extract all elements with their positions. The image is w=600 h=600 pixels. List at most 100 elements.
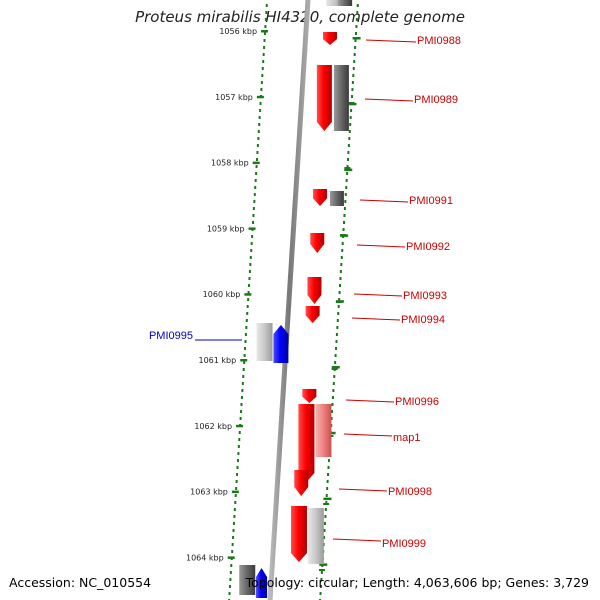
gene-block-pink bbox=[315, 404, 332, 457]
guide-dot-left bbox=[229, 571, 232, 574]
guide-dot-left bbox=[240, 403, 243, 406]
guide-dot-left bbox=[262, 60, 265, 63]
gene-label: PMI0991 bbox=[409, 195, 453, 207]
guide-dot-left bbox=[258, 116, 261, 119]
guide-dot-right bbox=[345, 186, 348, 189]
guide-dot-left bbox=[245, 319, 248, 322]
guide-dot-left bbox=[238, 431, 241, 434]
gene-label-leader bbox=[343, 433, 393, 437]
guide-dot-right bbox=[346, 165, 349, 168]
guide-dot-right bbox=[330, 417, 333, 420]
guide-dot-left bbox=[256, 144, 259, 147]
accession-text: Accession: NC_010554 bbox=[9, 575, 152, 590]
guide-dot-right bbox=[345, 179, 348, 182]
guide-dot-left bbox=[245, 326, 248, 329]
minor-tick-right bbox=[323, 503, 330, 505]
guide-dot-left bbox=[252, 207, 255, 210]
major-tick-left bbox=[227, 556, 235, 559]
major-tick-right bbox=[323, 497, 332, 501]
guide-dot-right bbox=[342, 228, 345, 231]
guide-dot-left bbox=[240, 396, 243, 399]
gene-label: PMI0998 bbox=[388, 486, 432, 498]
gene-arrow-red bbox=[313, 189, 328, 206]
guide-dot-left bbox=[264, 18, 267, 21]
guide-dot-left bbox=[252, 221, 255, 224]
gene-arrow-red bbox=[316, 65, 332, 131]
guide-dot-right bbox=[339, 284, 342, 287]
guide-dot-left bbox=[242, 375, 245, 378]
guide-dot-left bbox=[254, 186, 257, 189]
gene-label: PMI0999 bbox=[382, 538, 426, 550]
guide-dot-left bbox=[248, 270, 251, 273]
major-tick-right bbox=[352, 37, 361, 40]
guide-dot-right bbox=[336, 319, 339, 322]
guide-dot-right bbox=[349, 116, 352, 119]
guide-dot-left bbox=[265, 11, 268, 14]
guide-dot-left bbox=[237, 445, 240, 448]
guide-dot-right bbox=[325, 494, 328, 497]
gene-arrow-red bbox=[294, 470, 309, 496]
genome-title: Proteus mirabilis HI4320, complete genom… bbox=[135, 8, 465, 26]
guide-dot-right bbox=[323, 529, 326, 532]
guide-dot-right bbox=[340, 263, 343, 266]
guide-dot-left bbox=[236, 473, 239, 476]
gene-arrow-red bbox=[290, 506, 307, 562]
guide-dot-left bbox=[244, 333, 247, 336]
guide-dot-left bbox=[252, 214, 255, 217]
scale-label: 1061 kbp bbox=[199, 356, 237, 365]
guide-dot-left bbox=[237, 452, 240, 455]
gene-arrow-red bbox=[298, 404, 315, 482]
major-tick-left bbox=[248, 227, 256, 230]
guide-dot-right bbox=[327, 459, 330, 462]
gene-arrow-red bbox=[322, 32, 337, 45]
gene-label: PMI0995 bbox=[149, 330, 193, 342]
guide-dot-left bbox=[247, 291, 250, 294]
gene-label-leader bbox=[356, 244, 406, 248]
guide-dot-left bbox=[261, 74, 264, 77]
major-tick-right bbox=[331, 366, 340, 369]
guide-dot-right bbox=[320, 571, 323, 574]
scale-ticks bbox=[227, 30, 361, 571]
major-tick-left bbox=[231, 490, 239, 494]
scale-label: 1064 kbp bbox=[186, 553, 224, 562]
guide-dot-right bbox=[348, 137, 351, 140]
major-tick-left bbox=[236, 424, 244, 428]
guide-dot-right bbox=[343, 214, 346, 217]
guide-dot-left bbox=[248, 284, 251, 287]
guide-dot-left bbox=[234, 494, 237, 497]
gene-label-leader bbox=[353, 293, 403, 297]
gene-label: PMI0992 bbox=[406, 241, 450, 253]
guide-dot-left bbox=[255, 172, 258, 175]
guide-dot-right bbox=[352, 74, 355, 77]
gene-label: PMI0994 bbox=[401, 314, 445, 326]
scale-label: 1060 kbp bbox=[203, 290, 241, 299]
gene-block-dark bbox=[338, 0, 353, 6]
guide-dot-right bbox=[324, 515, 327, 518]
guide-dot-left bbox=[239, 417, 242, 420]
guide-dot-right bbox=[335, 347, 338, 350]
guide-dot-left bbox=[236, 459, 239, 462]
guide-dot-right bbox=[354, 39, 357, 42]
scale-label: 1059 kbp bbox=[207, 224, 245, 233]
major-tick-right bbox=[319, 563, 328, 566]
guide-dot-left bbox=[232, 529, 235, 532]
guide-dot-left bbox=[265, 4, 268, 7]
gene-label: PMI0996 bbox=[395, 396, 439, 408]
gene-label: PMI0988 bbox=[417, 35, 461, 47]
gene-label-leader bbox=[359, 199, 409, 203]
guide-dot-right bbox=[338, 291, 341, 294]
guide-dot-left bbox=[234, 501, 237, 504]
guide-dot-right bbox=[335, 333, 338, 336]
guide-dot-left bbox=[232, 522, 235, 525]
guide-dot-right bbox=[319, 592, 322, 595]
guide-dot-right bbox=[344, 193, 347, 196]
guide-dot-right bbox=[323, 522, 326, 525]
guide-dot-right bbox=[349, 123, 352, 126]
guide-dot-left bbox=[258, 123, 261, 126]
gene-arrow-red bbox=[305, 306, 320, 323]
guide-dot-left bbox=[264, 25, 267, 28]
guide-dot-right bbox=[334, 361, 337, 364]
guide-dot-left bbox=[263, 46, 266, 49]
guide-dot-right bbox=[334, 354, 337, 357]
